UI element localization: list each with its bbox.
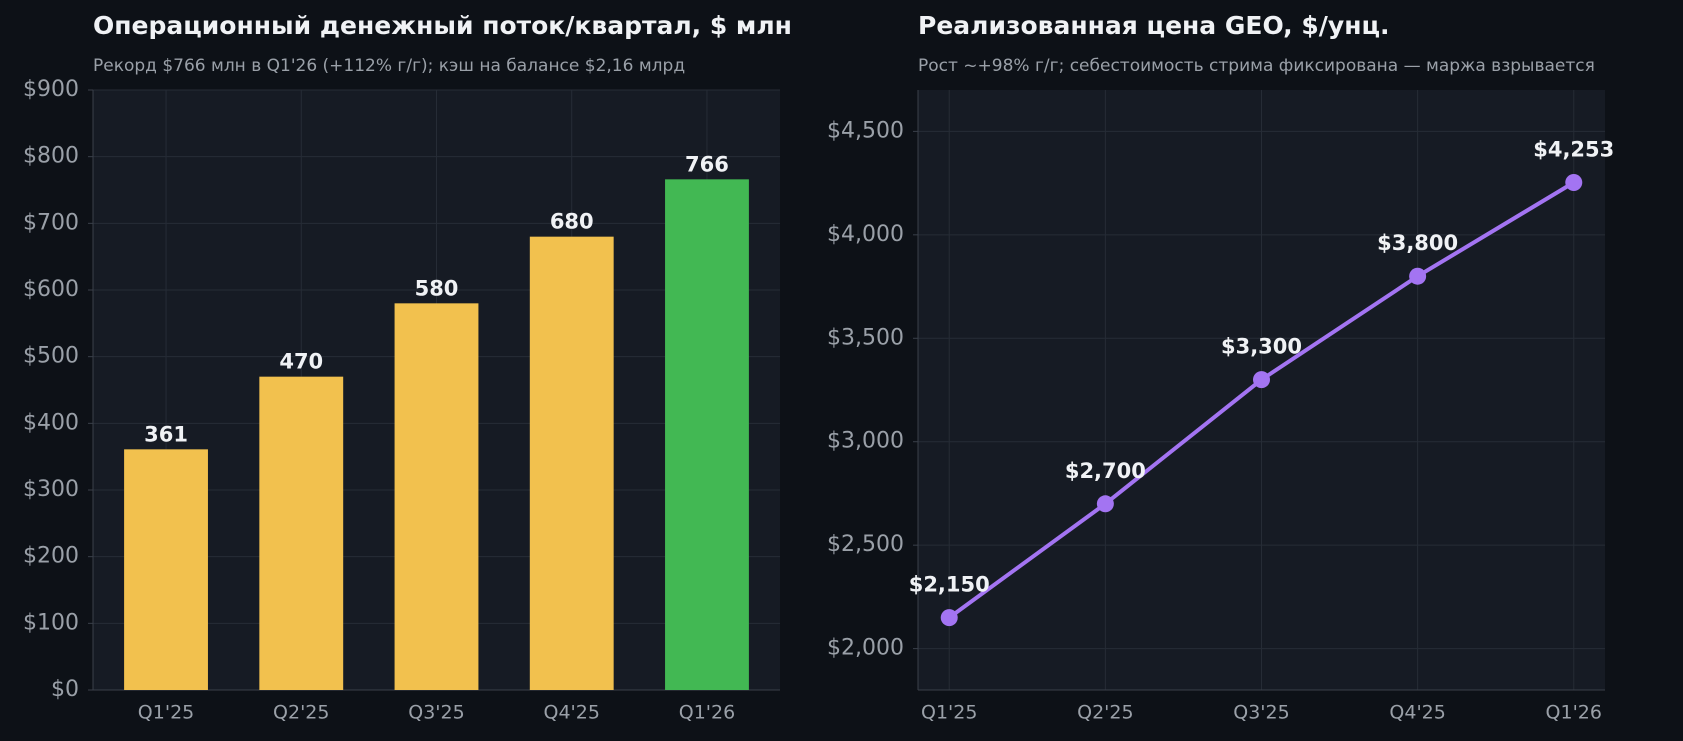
value-label: $3,300 bbox=[1221, 335, 1302, 359]
x-tick-label: Q1'25 bbox=[138, 702, 194, 724]
x-tick-label: Q1'26 bbox=[679, 702, 735, 724]
value-label: 470 bbox=[279, 350, 323, 374]
value-label: 580 bbox=[415, 276, 459, 300]
bar bbox=[124, 449, 208, 690]
y-tick-label: $600 bbox=[23, 277, 79, 302]
y-tick-label: $3,000 bbox=[827, 429, 904, 454]
x-tick-label: Q4'25 bbox=[544, 702, 600, 724]
x-tick-label: Q2'25 bbox=[273, 702, 329, 724]
x-tick-label: Q2'25 bbox=[1077, 702, 1133, 724]
y-tick-label: $900 bbox=[23, 77, 79, 102]
y-tick-label: $2,000 bbox=[827, 636, 904, 661]
y-tick-label: $700 bbox=[23, 210, 79, 235]
y-tick-label: $3,500 bbox=[827, 325, 904, 350]
value-label: 361 bbox=[144, 422, 188, 446]
y-tick-label: $500 bbox=[23, 344, 79, 369]
marker bbox=[1409, 267, 1427, 285]
y-tick-label: $4,500 bbox=[827, 118, 904, 143]
bar bbox=[529, 236, 614, 690]
x-tick-label: Q1'25 bbox=[921, 702, 977, 724]
x-tick-label: Q1'26 bbox=[1546, 702, 1602, 724]
chart-subtitle: Рекорд $766 млн в Q1'26 (+112% г/г); кэш… bbox=[93, 56, 685, 76]
value-label: 766 bbox=[685, 152, 729, 176]
y-tick-label: $400 bbox=[23, 410, 79, 435]
y-tick-label: $800 bbox=[23, 144, 79, 169]
marker bbox=[1253, 371, 1270, 389]
x-tick-label: Q4'25 bbox=[1389, 702, 1445, 724]
value-label: $3,800 bbox=[1377, 231, 1458, 255]
value-label: $4,253 bbox=[1533, 137, 1614, 161]
chart-title: Операционный денежный поток/квартал, $ м… bbox=[93, 11, 792, 40]
bar bbox=[259, 376, 344, 690]
value-label: $2,700 bbox=[1065, 459, 1146, 483]
bar bbox=[665, 179, 749, 691]
y-tick-label: $0 bbox=[51, 677, 79, 702]
value-label: $2,150 bbox=[909, 573, 990, 597]
marker bbox=[1565, 173, 1583, 191]
chart-subtitle: Рост ~+98% г/г; себестоимость стрима фик… bbox=[918, 56, 1595, 76]
y-tick-label: $200 bbox=[23, 544, 79, 569]
x-tick-label: Q3'25 bbox=[408, 702, 464, 724]
y-tick-label: $100 bbox=[23, 610, 79, 635]
marker bbox=[940, 609, 958, 627]
chart-title: Реализованная цена GEO, $/унц. bbox=[918, 11, 1390, 40]
bar bbox=[394, 303, 479, 690]
x-tick-label: Q3'25 bbox=[1233, 702, 1289, 724]
y-tick-label: $4,000 bbox=[827, 222, 904, 247]
y-tick-label: $2,500 bbox=[827, 532, 904, 557]
value-label: 680 bbox=[550, 210, 594, 234]
marker bbox=[1096, 495, 1114, 513]
y-tick-label: $300 bbox=[23, 477, 79, 502]
